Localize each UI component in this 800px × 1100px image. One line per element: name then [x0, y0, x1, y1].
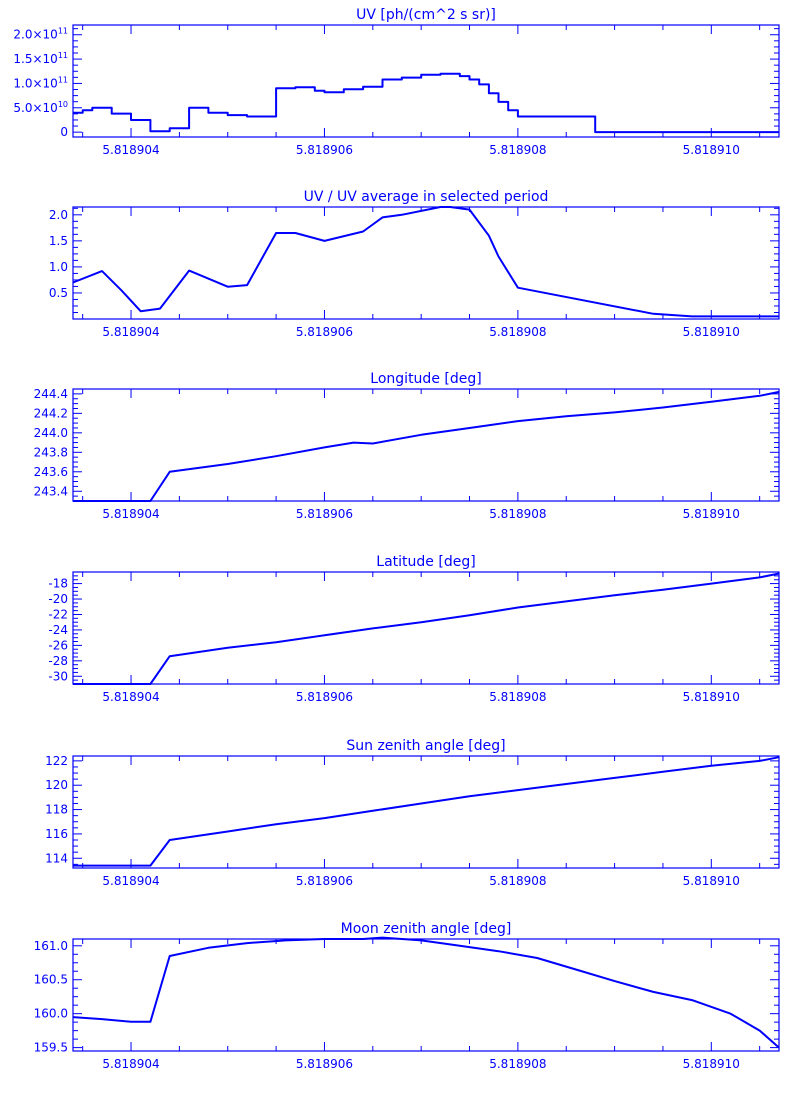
series-line: [73, 72, 779, 134]
x-tick-label: 5.818904: [102, 690, 159, 704]
chart-title: UV / UV average in selected period: [304, 189, 549, 205]
y-tick-label: 116: [45, 827, 68, 841]
series-line: [73, 390, 780, 502]
x-tick-label: 5.818910: [683, 874, 740, 888]
x-tick-label: 5.818906: [296, 690, 353, 704]
y-tick-label: -22: [48, 607, 68, 621]
y-tick-label: 120: [45, 778, 68, 792]
y-tick-label: 0: [60, 125, 68, 139]
y-tick-label: 160.0: [34, 1007, 68, 1021]
y-tick-label: 161.0: [34, 939, 68, 953]
x-tick-label: 5.818910: [683, 143, 740, 157]
plot-frame: [72, 571, 780, 685]
y-tick-label: 243.6: [34, 465, 68, 479]
y-tick-label: 114: [45, 851, 68, 865]
x-tick-label: 5.818906: [296, 325, 353, 339]
y-tick-label: 243.4: [34, 484, 68, 498]
chart-panel-3: Longitude [deg] 5.818904 5.818906 5.818908 5…: [34, 371, 780, 521]
chart-title: UV [ph/(cm^2 s sr)]: [356, 7, 496, 23]
x-tick-label: 5.818908: [489, 874, 546, 888]
y-tick-label: -20: [48, 592, 68, 606]
y-tick-label: -30: [48, 669, 68, 683]
x-tick-label: 5.818904: [102, 874, 159, 888]
series-line: [73, 572, 780, 685]
y-tick-label: 2.0×1011: [13, 27, 68, 42]
x-tick-label: 5.818904: [102, 325, 159, 339]
x-tick-label: 5.818908: [489, 1057, 546, 1071]
y-tick-label: 1.0: [49, 260, 68, 274]
x-tick-label: 5.818908: [489, 143, 546, 157]
y-tick-label: 2.0: [49, 208, 68, 222]
y-tick-label: -26: [48, 638, 68, 652]
x-tick-label: 5.818906: [296, 874, 353, 888]
series-line: [72, 206, 779, 318]
y-tick-label: -28: [48, 654, 68, 668]
series-line: [72, 936, 780, 1049]
y-tick-label: -24: [48, 623, 68, 637]
chart-title: Sun zenith angle [deg]: [346, 738, 505, 754]
y-tick-label: 0.5: [49, 286, 68, 300]
y-tick-label: 244.4: [34, 387, 68, 401]
chart-panel-4: Latitude [deg] 5.818904 5.818906 5.818908 5.…: [48, 554, 780, 704]
plot-frame: [72, 388, 780, 502]
y-tick-label: 1.0×1011: [13, 75, 68, 90]
chart-panel-2: UV / UV average in selected period 5.8189…: [49, 189, 780, 339]
y-tick-label: 1.5×1011: [13, 51, 68, 66]
y-tick-label: 244.0: [34, 426, 68, 440]
chart-panel-1: UV [ph/(cm^2 s sr)] 5.818904 5.818906 5.818…: [13, 7, 780, 157]
plot-frame: [72, 206, 780, 320]
chart-title: Moon zenith angle [deg]: [341, 921, 512, 937]
plot-frame: [72, 755, 780, 869]
series-line: [73, 756, 780, 867]
y-tick-label: 244.2: [34, 406, 68, 420]
chart-title: Longitude [deg]: [370, 371, 481, 387]
x-tick-label: 5.818910: [683, 1057, 740, 1071]
x-tick-label: 5.818906: [296, 507, 353, 521]
x-tick-label: 5.818904: [102, 143, 159, 157]
y-tick-label: 160.5: [34, 973, 68, 987]
x-tick-label: 5.818910: [683, 507, 740, 521]
x-tick-label: 5.818904: [102, 507, 159, 521]
plot-frame: [72, 24, 780, 138]
x-tick-label: 5.818910: [683, 690, 740, 704]
x-tick-label: 5.818908: [489, 325, 546, 339]
y-tick-label: 243.8: [34, 445, 68, 459]
plot-frame: [72, 938, 780, 1052]
y-tick-label: -18: [48, 577, 68, 591]
x-tick-label: 5.818906: [296, 1057, 353, 1071]
y-tick-label: 118: [45, 803, 68, 817]
chart-panel-5: Sun zenith angle [deg] 5.818904 5.818906 5.…: [45, 738, 780, 888]
chart-title: Latitude [deg]: [376, 554, 475, 570]
x-tick-label: 5.818908: [489, 690, 546, 704]
y-tick-label: 1.5: [49, 234, 68, 248]
y-tick-label: 122: [45, 754, 68, 768]
chart-panel-6: Moon zenith angle [deg] 5.818904 5.818906 5…: [34, 921, 780, 1071]
x-tick-label: 5.818908: [489, 507, 546, 521]
x-tick-label: 5.818904: [102, 1057, 159, 1071]
y-tick-label: 5.0×1010: [13, 100, 68, 115]
x-tick-label: 5.818906: [296, 143, 353, 157]
y-tick-label: 159.5: [34, 1041, 68, 1055]
x-tick-label: 5.818910: [683, 325, 740, 339]
